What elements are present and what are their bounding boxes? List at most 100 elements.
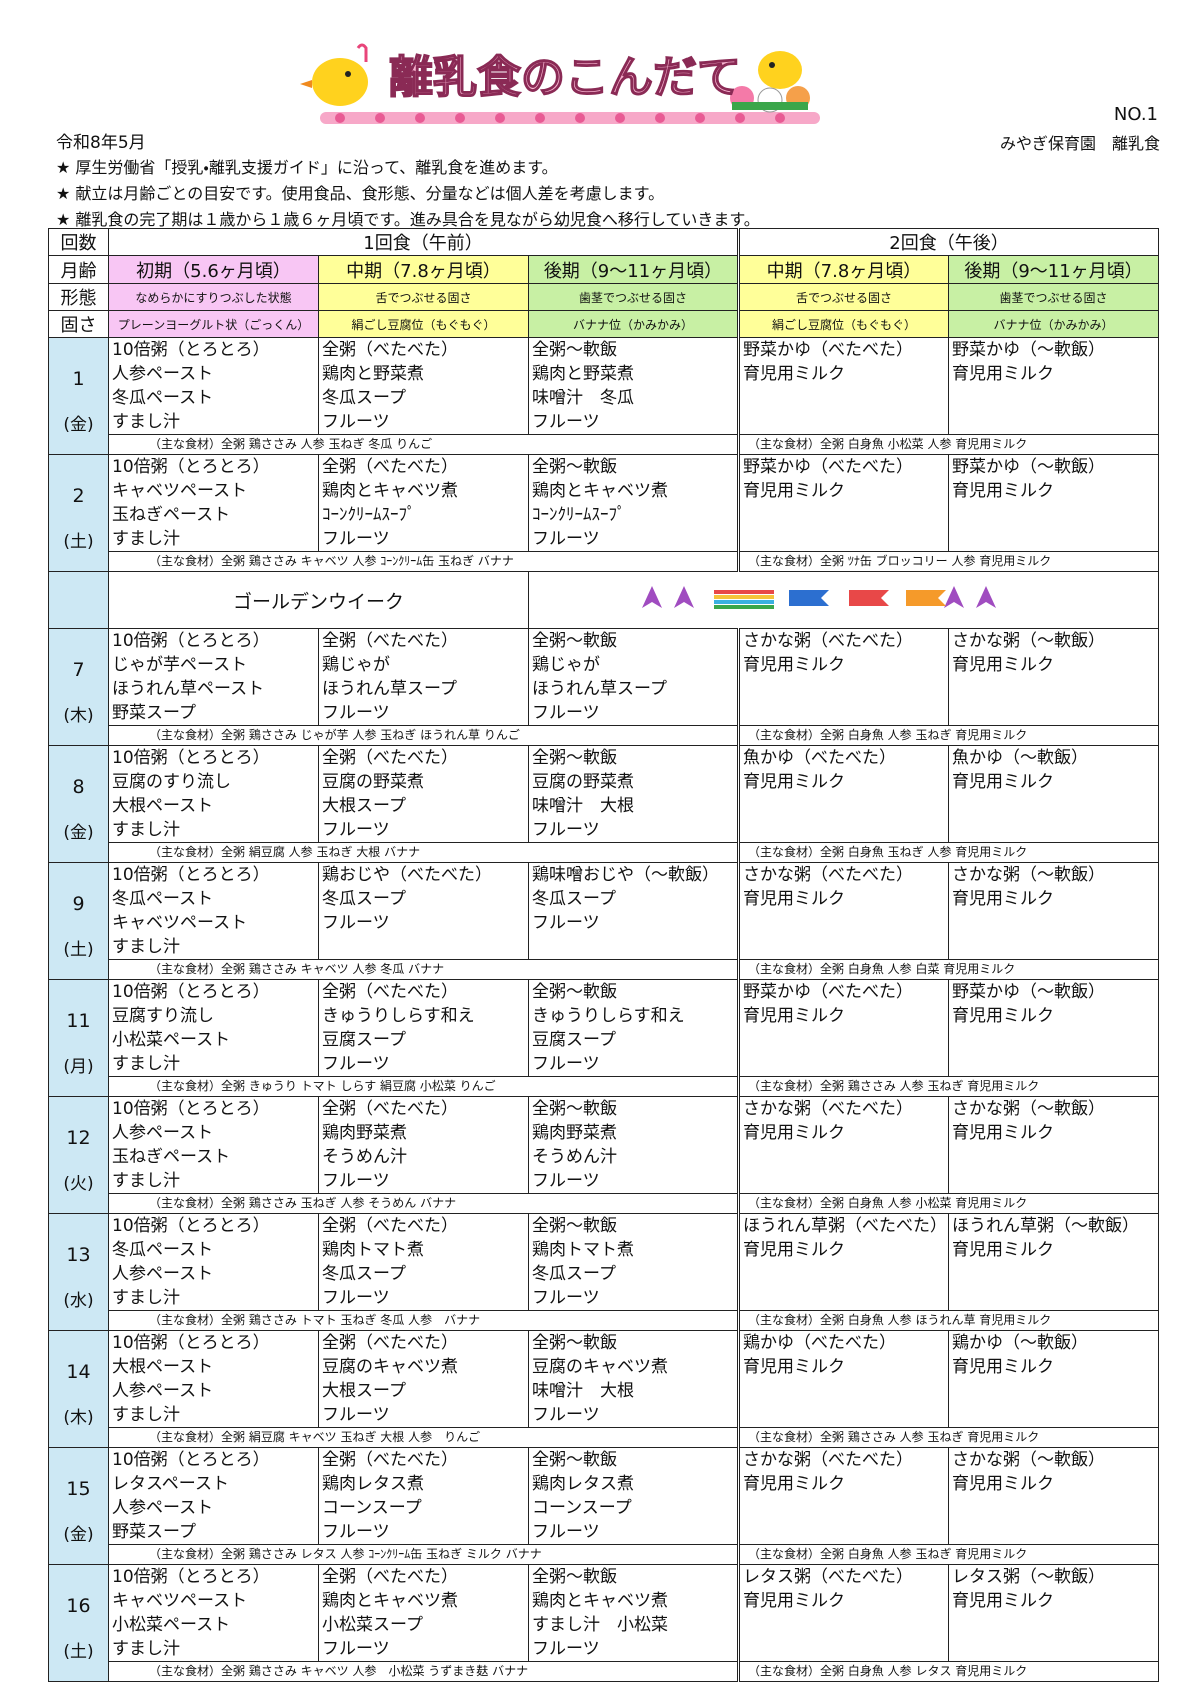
- menu-item: フルーツ: [532, 529, 600, 549]
- menu-item: さかな粥（〜軟飯）: [952, 865, 1105, 885]
- table-row: 7 (木) 10倍粥（とろとろ） じゃが芋ペースト ほうれん草ペースト 野菜スープ 全粥（べ…: [48, 628, 1160, 746]
- weekday: (金): [63, 415, 94, 435]
- menu-item: 豆腐のキャベツ煮: [532, 1357, 668, 1377]
- holiday-decoration: [527, 571, 1160, 629]
- ingredients: （主な食材）全粥 白身魚 人参 レタス 育児用ミルク: [736, 1661, 1160, 1682]
- menu-item: 10倍粥（とろとろ）: [112, 748, 270, 768]
- ingredients: （主な食材）全粥 鶏ささみ 人参 玉ねぎ 冬瓜 りんご: [108, 434, 739, 455]
- menu-item: フルーツ: [532, 1171, 600, 1191]
- menu-cell: 全粥〜軟飯 鶏肉レタス煮 コーンスープ フルーツ: [528, 1447, 739, 1545]
- menu-cell: 10倍粥（とろとろ） 豆腐すり流し 小松菜ペースト すまし汁: [108, 979, 319, 1077]
- menu-blank: [742, 386, 948, 410]
- menu-cell: さかな粥（べたべた） 育児用ミルク: [737, 1096, 949, 1194]
- menu-cell: 全粥〜軟飯 豆腐のキャベツ煮 味噌汁 大根 フルーツ: [528, 1330, 739, 1428]
- menu-item: 育児用ミルク: [952, 481, 1054, 501]
- texture-cell: 絹ごし豆腐位（もぐもぐ）: [318, 310, 529, 338]
- menu-item: 育児用ミルク: [743, 1240, 845, 1260]
- texture-cell: 歯茎でつぶせる固さ: [947, 283, 1160, 311]
- menu-item: 10倍粥（とろとろ）: [112, 1567, 270, 1587]
- menu-blank: [950, 1403, 1158, 1427]
- menu-item: 小松菜ペースト: [112, 1030, 231, 1050]
- menu-item: 全粥（べたべた）: [322, 631, 458, 651]
- menu-blank: [950, 701, 1158, 725]
- weekday: (金): [63, 823, 94, 843]
- menu-item: 全粥（べたべた）: [322, 457, 458, 477]
- menu-item: 冬瓜ペースト: [112, 1240, 214, 1260]
- menu-item: 全粥〜軟飯: [532, 1216, 617, 1236]
- menu-item: 人参ペースト: [112, 1381, 214, 1401]
- menu-item: 10倍粥（とろとろ）: [112, 865, 270, 885]
- menu-cell: レタス粥（べたべた） 育児用ミルク: [737, 1564, 949, 1662]
- menu-item: 全粥〜軟飯: [532, 748, 617, 768]
- menu-cell: 全粥（べたべた） 豆腐の野菜煮 大根スープ フルーツ: [318, 745, 529, 843]
- row-label: 固さ: [48, 310, 109, 338]
- menu-cell: 野菜かゆ（べたべた） 育児用ミルク: [737, 337, 949, 435]
- menu-blank: [742, 818, 948, 842]
- table-row: （主な食材）全粥 鶏ささみ 玉ねぎ 人参 そうめん バナナ （主な食材）全粥 白身…: [49, 1193, 1160, 1214]
- menu-item: フルーツ: [322, 1405, 390, 1425]
- menu-cell: 10倍粥（とろとろ） レタスペースト 人参ペースト 野菜スープ: [108, 1447, 319, 1545]
- menu-item: 10倍粥（とろとろ）: [112, 631, 270, 651]
- menu-cell: 野菜かゆ（べたべた） 育児用ミルク: [737, 979, 949, 1077]
- menu-item: ｺｰﾝｸﾘｰﾑｽｰﾌﾟ: [532, 505, 626, 525]
- day-label: 14 (木): [48, 1330, 109, 1448]
- menu-cell: ほうれん草粥（〜軟飯） 育児用ミルク: [947, 1213, 1160, 1311]
- holiday: ゴールデンウイーク: [108, 571, 529, 629]
- weekday: (土): [63, 1642, 94, 1662]
- stage-header: 中期（7.8ヶ月頃）: [318, 255, 529, 284]
- menu-item: 10倍粥（とろとろ）: [112, 1216, 270, 1236]
- menu-item: 味噌汁 大根: [532, 1381, 634, 1401]
- weekday: (月): [63, 1057, 94, 1077]
- title: 離乳食のこんだて: [389, 52, 741, 103]
- menu-item: 全粥（べたべた）: [322, 748, 458, 768]
- menu-item: 豆腐の野菜煮: [532, 772, 634, 792]
- menu-item: フルーツ: [532, 1639, 600, 1659]
- row-label: 月齢: [48, 255, 109, 284]
- menu-blank: [950, 1379, 1158, 1403]
- menu-item: 育児用ミルク: [952, 1240, 1054, 1260]
- menu-cell: 10倍粥（とろとろ） 冬瓜ペースト キャベツペースト すまし汁: [108, 862, 319, 960]
- menu-item: 全粥（べたべた）: [322, 1450, 458, 1470]
- table-row: 9 (土) 10倍粥（とろとろ） 冬瓜ペースト キャベツペースト すまし汁 鶏おじや（べたべ…: [48, 862, 1160, 980]
- menu-blank: [320, 935, 528, 959]
- menu-blank: [950, 1052, 1158, 1076]
- menu-cell: 全粥（べたべた） 鶏肉野菜煮 そうめん汁 フルーツ: [318, 1096, 529, 1194]
- day-number: 8: [72, 776, 85, 798]
- weekday: (木): [63, 706, 94, 726]
- menu-item: 鶏肉トマト煮: [322, 1240, 424, 1260]
- menu-item: 10倍粥（とろとろ）: [112, 982, 270, 1002]
- menu-item: フルーツ: [322, 1288, 390, 1308]
- menu-blank: [742, 1286, 948, 1310]
- ingredients: （主な食材）全粥 白身魚 玉ねぎ 人参 育児用ミルク: [736, 842, 1160, 863]
- menu-item: さかな粥（べたべた）: [743, 1099, 913, 1119]
- table-row: 月齢 初期（5.6ヶ月頃） 中期（7.8ヶ月頃） 後期（9〜11ヶ月頃） 中期（7.8ヶ…: [48, 255, 1160, 284]
- stage-header: 後期（9〜11ヶ月頃）: [528, 255, 739, 284]
- menu-blank: [950, 1262, 1158, 1286]
- menu-item: 豆腐の野菜煮: [322, 772, 424, 792]
- menu-item: 野菜かゆ（べたべた）: [743, 340, 913, 360]
- menu-item: フルーツ: [532, 1288, 600, 1308]
- menu-item: 鶏かゆ（〜軟飯）: [952, 1333, 1088, 1353]
- menu-cell: 鶏おじや（べたべた） 冬瓜スープ フルーツ: [318, 862, 529, 960]
- menu-item: ほうれん草粥（べたべた）: [743, 1216, 947, 1236]
- menu-cell: さかな粥（〜軟飯） 育児用ミルク: [947, 1447, 1160, 1545]
- menu-item: レタスペースト: [112, 1474, 229, 1494]
- menu-blank: [742, 1613, 948, 1637]
- stage-header: 中期（7.8ヶ月頃）: [737, 255, 949, 284]
- menu-item: 鶏かゆ（べたべた）: [743, 1333, 896, 1353]
- menu-item: 全粥〜軟飯: [532, 1333, 617, 1353]
- menu-item: フルーツ: [532, 1522, 600, 1542]
- menu-item: レタス粥（べたべた）: [743, 1567, 913, 1587]
- menu-cell: 全粥（べたべた） 鶏肉とキャベツ煮 小松菜スープ フルーツ: [318, 1564, 529, 1662]
- menu-item: ほうれん草スープ: [322, 679, 457, 699]
- menu-item: 野菜かゆ（〜軟飯）: [952, 340, 1105, 360]
- menu-cell: 全粥（べたべた） 鶏じゃが ほうれん草スープ フルーツ: [318, 628, 529, 726]
- menu-item: 全粥（べたべた）: [322, 982, 458, 1002]
- menu-item: コーンスープ: [532, 1498, 632, 1518]
- menu-item: 育児用ミルク: [743, 1591, 845, 1611]
- ingredients: （主な食材）全粥 ﾂﾅ缶 ブロッコリー 人参 育児用ミルク: [736, 551, 1160, 572]
- menu-cell: レタス粥（〜軟飯） 育児用ミルク: [947, 1564, 1160, 1662]
- ingredients: （主な食材）全粥 白身魚 人参 小松菜 育児用ミルク: [736, 1193, 1160, 1214]
- menu-item: 豆腐スープ: [532, 1030, 616, 1050]
- menu-item: 冬瓜スープ: [322, 388, 406, 408]
